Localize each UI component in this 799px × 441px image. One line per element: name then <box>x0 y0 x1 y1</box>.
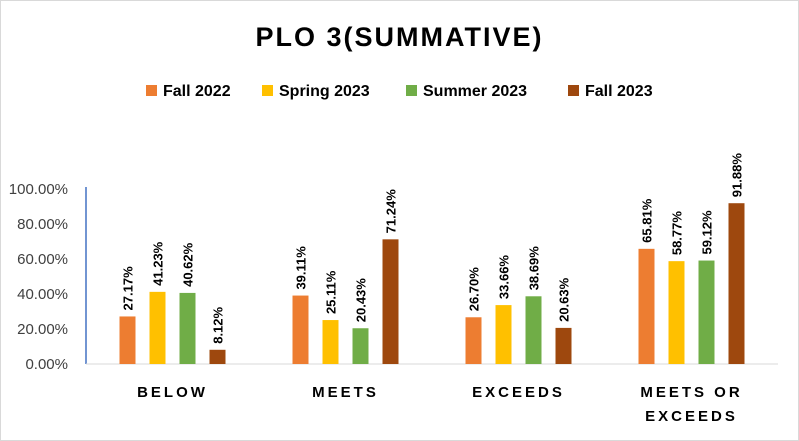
bar <box>555 327 572 364</box>
x-tick-label: MEETS <box>312 384 379 401</box>
chart-title: PLO 3(SUMMATIVE) <box>255 22 544 52</box>
bar <box>728 203 745 364</box>
bar <box>668 261 685 364</box>
data-label: 41.23% <box>151 241 166 286</box>
y-tick-label: 80.00% <box>17 216 68 233</box>
legend-swatch <box>568 85 579 96</box>
data-label: 71.24% <box>384 189 399 234</box>
x-tick-label: EXCEEDS <box>645 408 738 425</box>
x-tick-label: EXCEEDS <box>472 384 565 401</box>
legend-label: Spring 2023 <box>279 83 370 100</box>
data-label: 27.17% <box>121 266 136 311</box>
data-label: 26.70% <box>467 267 482 312</box>
bar <box>322 320 339 364</box>
bar <box>638 248 655 364</box>
legend-swatch <box>146 85 157 96</box>
bar <box>495 305 512 364</box>
bar <box>149 291 166 364</box>
y-tick-label: 0.00% <box>25 356 68 373</box>
bar <box>698 260 715 364</box>
data-label: 65.81% <box>640 198 655 243</box>
y-tick-label: 60.00% <box>17 251 68 268</box>
bar <box>382 239 399 364</box>
data-label: 38.69% <box>527 246 542 291</box>
data-label: 8.12% <box>211 306 226 343</box>
y-tick-label: 20.00% <box>17 321 68 338</box>
bar <box>352 328 369 364</box>
data-label: 59.12% <box>700 210 715 255</box>
bar <box>292 295 309 364</box>
bar <box>209 349 226 364</box>
legend-label: Fall 2022 <box>163 83 231 100</box>
data-label: 20.43% <box>354 278 369 323</box>
bar <box>179 292 196 364</box>
bar <box>465 317 482 364</box>
x-tick-label: MEETS OR <box>640 384 742 401</box>
data-label: 39.11% <box>294 246 309 290</box>
y-tick-label: 100.00% <box>9 181 68 198</box>
y-tick-label: 40.00% <box>17 286 68 303</box>
data-label: 25.11% <box>324 270 339 314</box>
legend-label: Fall 2023 <box>585 83 653 100</box>
bar <box>525 296 542 364</box>
bar <box>119 316 136 364</box>
data-label: 20.63% <box>557 277 572 322</box>
legend-swatch <box>406 85 417 96</box>
data-label: 58.77% <box>670 211 685 256</box>
data-label: 40.62% <box>181 242 196 287</box>
x-tick-label: BELOW <box>137 384 208 401</box>
data-label: 33.66% <box>497 255 512 300</box>
legend-label: Summer 2023 <box>423 83 527 100</box>
legend-swatch <box>262 85 273 96</box>
data-label: 91.88% <box>730 153 745 198</box>
